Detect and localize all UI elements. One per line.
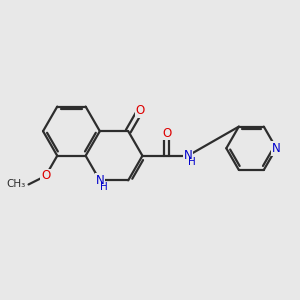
Text: H: H <box>100 182 108 192</box>
Text: N: N <box>95 174 104 187</box>
Text: O: O <box>136 104 145 117</box>
Text: N: N <box>272 142 281 155</box>
Text: N: N <box>184 149 192 162</box>
Text: O: O <box>41 169 50 182</box>
Text: O: O <box>162 127 171 140</box>
Text: CH₃: CH₃ <box>6 179 26 190</box>
Text: H: H <box>188 157 195 167</box>
